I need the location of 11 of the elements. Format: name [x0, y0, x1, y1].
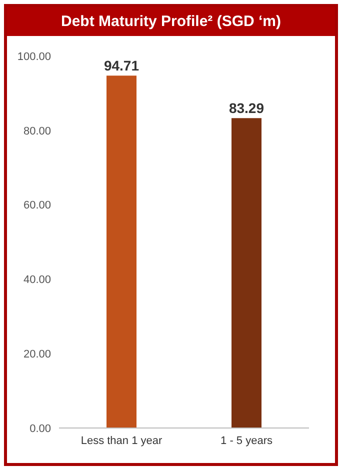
data-label: 94.71	[104, 58, 140, 74]
y-tick-label: 0.00	[30, 422, 51, 435]
data-label: 83.29	[228, 100, 264, 116]
x-tick-label: 1 - 5 years	[220, 434, 273, 447]
y-tick-label: 100.00	[17, 50, 51, 63]
y-tick-label: 80.00	[23, 125, 51, 138]
y-tick-label: 60.00	[23, 200, 51, 212]
chart-title: Debt Maturity Profile² (SGD ‘m)	[7, 7, 335, 36]
y-tick-label: 40.00	[23, 274, 51, 286]
y-tick-label: 20.00	[23, 348, 51, 361]
x-tick-label: Less than 1 year	[80, 434, 162, 447]
